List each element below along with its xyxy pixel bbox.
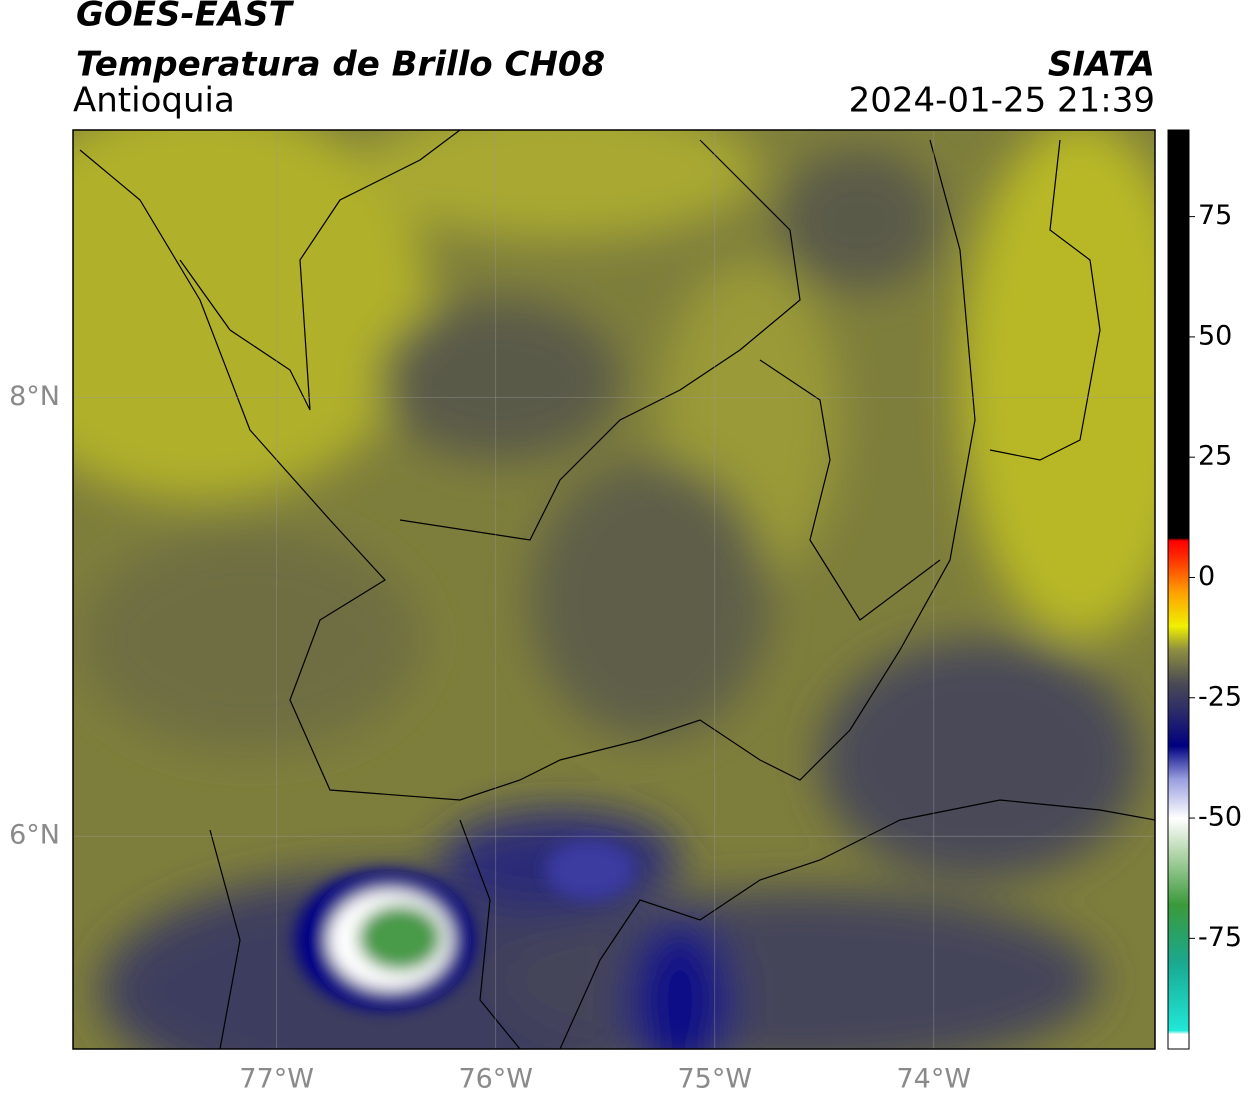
colorbar-label: -50	[1198, 802, 1242, 833]
lat-label: 6°N	[9, 820, 60, 851]
agency: SIATA	[1048, 45, 1155, 85]
colorbar-label: -25	[1198, 681, 1242, 712]
subtitle: Temperatura de Brillo CH08	[76, 45, 605, 85]
datetime: 2024-01-25 21:39	[849, 81, 1155, 121]
title: GOES-EAST	[76, 0, 295, 35]
satellite-image	[73, 130, 1155, 1049]
lon-label: 76°W	[458, 1064, 533, 1095]
lon-label: 77°W	[239, 1064, 314, 1095]
lon-label: 74°W	[897, 1064, 972, 1095]
colorbar-label: 25	[1198, 441, 1232, 472]
region: Antioquia	[73, 81, 235, 121]
colorbar-label: 50	[1198, 320, 1232, 351]
map-frame	[72, 129, 1156, 1050]
colorbar-label: 0	[1198, 561, 1215, 592]
colorbar	[1167, 129, 1190, 1050]
lon-label: 75°W	[677, 1064, 752, 1095]
colorbar-label: -75	[1198, 922, 1242, 953]
lat-label: 8°N	[9, 381, 60, 412]
colorbar-label: 75	[1198, 200, 1232, 231]
